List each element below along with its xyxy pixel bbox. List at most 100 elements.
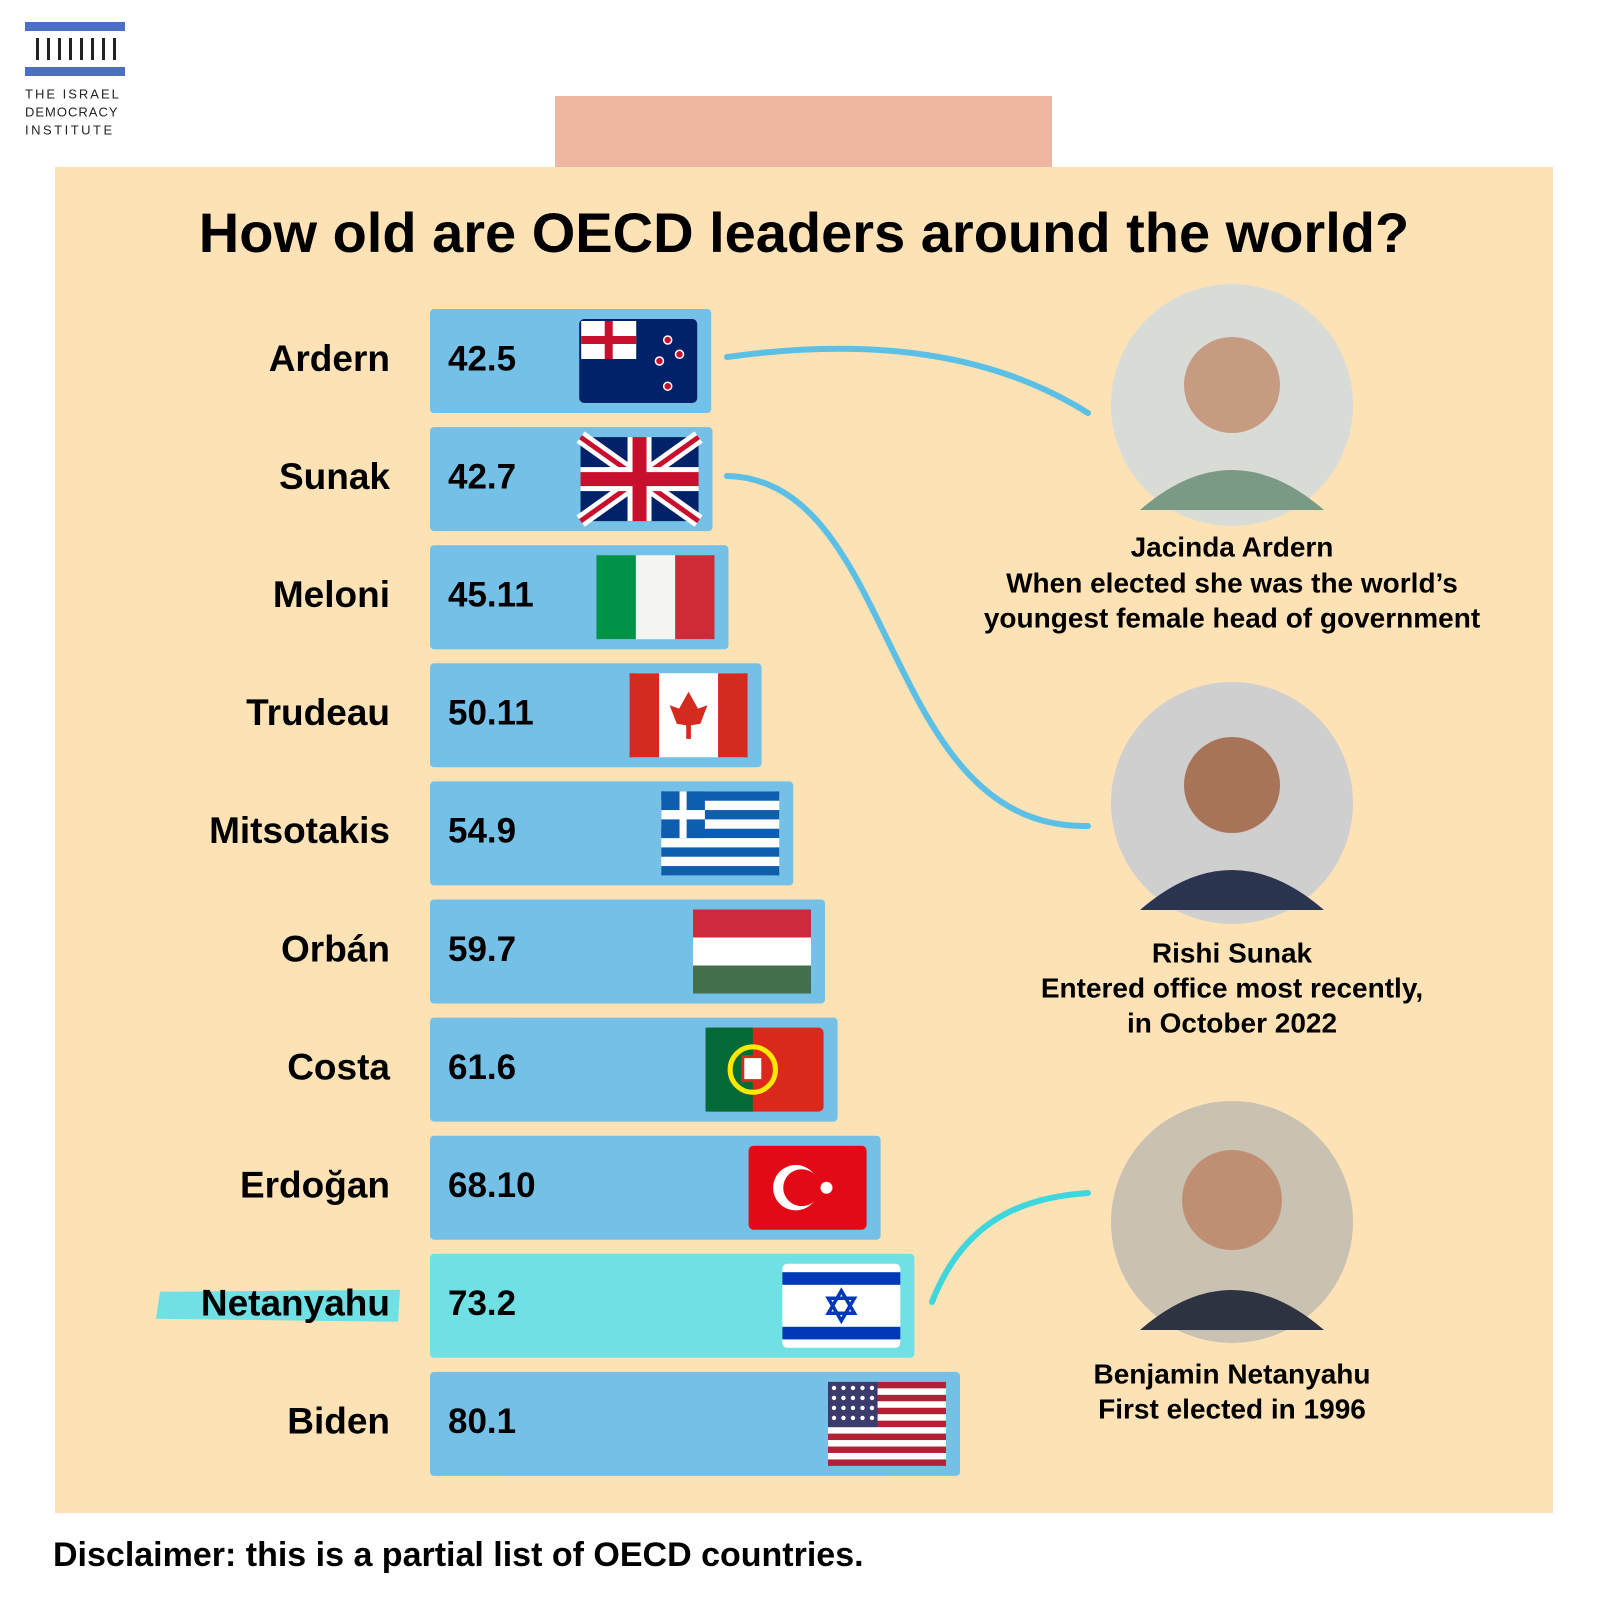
value-label: 59.7 [448, 930, 516, 969]
flag-part [841, 1385, 846, 1391]
category-label: Meloni [273, 574, 390, 615]
annotation-name: Benjamin Netanyahu [1094, 1358, 1371, 1389]
flag-part [869, 1405, 875, 1411]
connector [724, 473, 1091, 830]
logo: THE ISRAEL DEMOCRACY INSTITUTE [25, 22, 125, 137]
flag [828, 1381, 946, 1466]
value-label: 42.7 [448, 457, 516, 496]
connectors [724, 345, 1091, 1305]
flag-part [675, 555, 715, 640]
flag-part [669, 691, 708, 739]
flag-part [654, 356, 665, 366]
flag-part [828, 1407, 946, 1415]
photos [1111, 284, 1353, 1343]
category-label: Trudeau [246, 692, 390, 733]
category-label: Mitsotakis [209, 810, 390, 851]
value-label: 80.1 [448, 1402, 516, 1441]
flag-part [841, 1415, 846, 1421]
flag-part [869, 1385, 875, 1391]
logo-columns [36, 38, 116, 60]
flag-part [860, 1385, 865, 1391]
flag-part [869, 1415, 875, 1421]
flag [596, 555, 715, 640]
category-label: Sunak [279, 456, 390, 497]
flag-part [820, 1181, 833, 1194]
flag-part [596, 555, 636, 640]
tab [555, 96, 1052, 168]
flag-part [828, 1381, 946, 1389]
flag-part [674, 349, 685, 360]
annotation-text: When elected she was the world’s [1006, 567, 1458, 598]
flag-part [741, 1055, 765, 1083]
annotation-text: First elected in 1996 [1098, 1393, 1366, 1424]
flag-part [783, 1169, 821, 1207]
connector [929, 1190, 1091, 1305]
logo-text: THE ISRAEL [25, 86, 121, 101]
category-label: Erdoğan [240, 1164, 390, 1205]
flag-part [860, 1395, 865, 1401]
photo [1111, 1101, 1353, 1343]
value-label: 61.6 [448, 1048, 516, 1087]
flag-part [850, 1405, 856, 1411]
flag-part [782, 1326, 901, 1340]
chart-title: How old are OECD leaders around the worl… [199, 201, 1409, 264]
annotation-text: Entered office most recently, [1041, 972, 1423, 1003]
flag-part [718, 673, 748, 758]
flag-part [831, 1415, 837, 1421]
flag-part [841, 1405, 846, 1411]
flag-part [828, 1446, 946, 1453]
flag [693, 909, 812, 994]
flag-part [860, 1405, 865, 1411]
annotation-text: youngest female head of government [984, 602, 1480, 633]
flag-part [629, 673, 660, 758]
category-label: Costa [287, 1046, 390, 1087]
flag-part [850, 1415, 856, 1421]
logo-base [25, 67, 125, 76]
photo [1111, 682, 1353, 924]
value-label: 50.11 [448, 694, 534, 733]
flag [629, 673, 748, 758]
flag-part [850, 1385, 856, 1391]
connector [724, 345, 1091, 416]
value-label: 68.10 [448, 1166, 536, 1205]
flag [705, 1027, 824, 1112]
bar [430, 1371, 960, 1476]
category-label: Orbán [281, 928, 390, 969]
flag-part [661, 810, 780, 820]
disclaimer: Disclaimer: this is a partial list of OE… [53, 1536, 864, 1574]
flag-part [850, 1395, 856, 1401]
flag-part [661, 847, 780, 857]
logo-text: INSTITUTE [25, 122, 115, 137]
flag-part [782, 1272, 901, 1285]
flag-part [828, 1433, 946, 1441]
category-label: Biden [287, 1401, 390, 1442]
flag-part [860, 1415, 865, 1421]
flag [782, 1263, 901, 1348]
flag-part [828, 1459, 946, 1466]
value-label: 54.9 [448, 812, 516, 851]
flag-part [662, 335, 673, 345]
annotation-text: in October 2022 [1127, 1007, 1337, 1038]
flag-part [869, 1395, 875, 1401]
photo [1111, 284, 1353, 526]
flag [661, 791, 780, 876]
flag-part [828, 1394, 946, 1402]
label-highlight [156, 1289, 400, 1322]
flag-part [831, 1395, 837, 1401]
flag-part [661, 791, 780, 801]
value-label: 73.2 [448, 1284, 516, 1323]
flag [576, 431, 703, 527]
value-label: 45.11 [448, 575, 534, 614]
flag-part [828, 1420, 946, 1428]
category-label: Ardern [269, 338, 390, 379]
flag-part [727, 1044, 778, 1095]
flag-part [661, 810, 705, 820]
flag-part [831, 1385, 837, 1391]
annotation-name: Jacinda Ardern [1131, 531, 1334, 562]
flag-part [661, 828, 780, 839]
flag [748, 1145, 867, 1230]
flag-part [661, 866, 780, 876]
logo-roof [25, 22, 125, 31]
flag [579, 319, 698, 403]
